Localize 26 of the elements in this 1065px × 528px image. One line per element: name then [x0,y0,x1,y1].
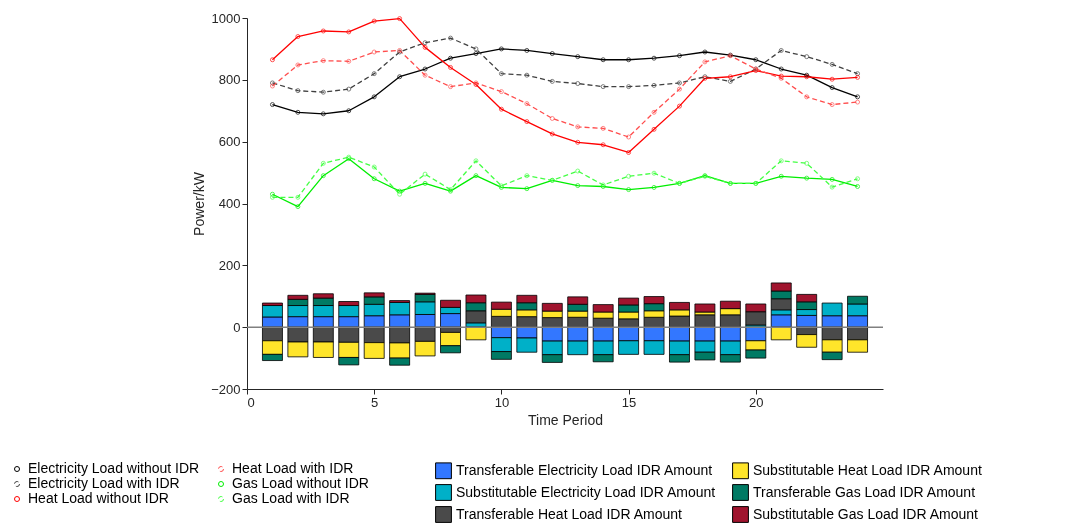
legend-label: Transferable Heat Load IDR Amount [456,505,683,522]
x-tick-label: 10 [494,394,510,410]
y-tick-label: 1000 [211,10,241,26]
y-axis-title: Power/kW [191,171,208,236]
legend-label: Transferable Electricity Load IDR Amount [456,461,713,478]
legend-label: Substitutable Heat Load IDR Amount [753,461,982,478]
legend-label: Gas Load with IDR [232,490,350,506]
legend-label: Heat Load without IDR [28,490,169,506]
y-tick-label: 200 [218,257,241,273]
legend-label: Electricity Load without IDR [28,460,200,476]
x-tick-label: 5 [371,394,379,410]
legend-label: Substitutable Gas Load IDR Amount [753,505,979,522]
y-tick-label: 400 [218,196,241,211]
x-tick-label: 20 [749,394,764,410]
y-tick-label: 800 [218,72,241,88]
x-axis-title: Time Period [528,411,603,428]
legend-label: Heat Load with IDR [232,460,354,476]
legend-label: Gas Load without IDR [232,475,369,491]
y-tick-label: 600 [218,134,241,150]
y-tick-label: 0 [233,319,241,335]
x-tick-label: 0 [247,394,255,410]
x-tick-label: 15 [621,394,637,410]
legend-label: Transferable Gas Load IDR Amount [753,483,976,500]
legend-label: Substitutable Electricity Load IDR Amount [456,483,716,500]
y-tick-label: −200 [211,381,241,397]
legend-label: Electricity Load with IDR [28,475,180,491]
